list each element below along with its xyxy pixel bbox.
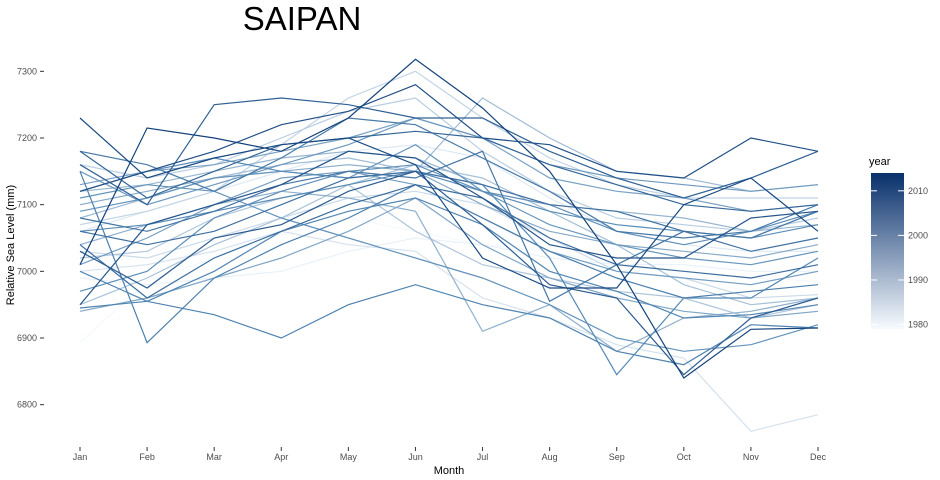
y-axis: 6800 6900 7000 7100 7200 7300 <box>17 66 44 410</box>
series-line-2003 <box>79 171 819 344</box>
y-tick-label: 7000 <box>17 266 37 276</box>
series-line-2013 <box>79 117 819 289</box>
legend-title: year <box>869 156 891 168</box>
x-tick-label: Aug <box>542 452 558 462</box>
x-tick-label: Oct <box>677 452 692 462</box>
series-line-1984 <box>79 70 818 226</box>
x-tick-label: Dec <box>810 452 827 462</box>
legend-tick-label: 1990 <box>908 275 928 285</box>
y-tick-label: 7100 <box>17 200 37 210</box>
x-axis: Jan Feb Mar Apr May Jun Jul Aug Sep Oct Nov Dec <box>73 447 827 462</box>
x-axis-title: Month <box>434 465 465 477</box>
series-line-1997 <box>79 184 819 352</box>
series-line-1982 <box>79 230 819 432</box>
series-line-1999 <box>79 170 819 239</box>
series-line-2007 <box>79 184 819 299</box>
series-line-1980 <box>79 237 818 286</box>
series-line-1995 <box>79 117 819 206</box>
legend-tick-label: 1980 <box>908 320 928 330</box>
series-line-1985 <box>79 97 819 232</box>
y-axis-title: Relative Sea Level (mm) <box>5 185 17 305</box>
x-tick-label: Mar <box>206 452 222 462</box>
series-line-2009 <box>79 97 819 206</box>
x-tick-label: Jun <box>408 452 423 462</box>
legend-tick-label: 2010 <box>908 186 928 196</box>
legend-tick-label: 2000 <box>908 230 928 240</box>
x-tick-label: Apr <box>274 452 288 462</box>
series-line-1987 <box>79 164 819 306</box>
chart-title: SAIPAN <box>243 0 362 37</box>
series-line-1990 <box>79 190 819 352</box>
series-line-2014 <box>79 58 819 379</box>
y-tick-label: 7200 <box>17 133 37 143</box>
year-legend: year 1980 1990 2000 2010 <box>869 156 928 330</box>
series-line-1992 <box>79 197 819 319</box>
legend-color-bar <box>871 173 904 329</box>
x-tick-label: May <box>340 452 358 462</box>
series-line-2010 <box>79 170 819 376</box>
x-tick-label: Jan <box>73 452 88 462</box>
series-line-1991 <box>79 164 819 259</box>
series-line-2011 <box>79 150 819 306</box>
series-line-2002 <box>79 284 819 366</box>
x-tick-label: Feb <box>139 452 155 462</box>
series-line-2005 <box>79 150 819 303</box>
y-tick-label: 7300 <box>17 66 37 76</box>
series-line-2008 <box>79 130 819 212</box>
series-line-1989 <box>79 150 819 232</box>
legend-ticks: 1980 1990 2000 2010 <box>871 186 928 330</box>
series-line-2012 <box>79 84 819 192</box>
x-tick-label: Jul <box>477 452 489 462</box>
y-tick-label: 6800 <box>17 400 37 410</box>
x-tick-label: Sep <box>609 452 625 462</box>
series-line-2004 <box>79 117 819 239</box>
series-line-1986 <box>79 184 819 319</box>
series-line-1996 <box>79 144 819 266</box>
plot-lines <box>79 58 819 432</box>
y-tick-label: 6900 <box>17 333 37 343</box>
x-tick-label: Nov <box>743 452 760 462</box>
